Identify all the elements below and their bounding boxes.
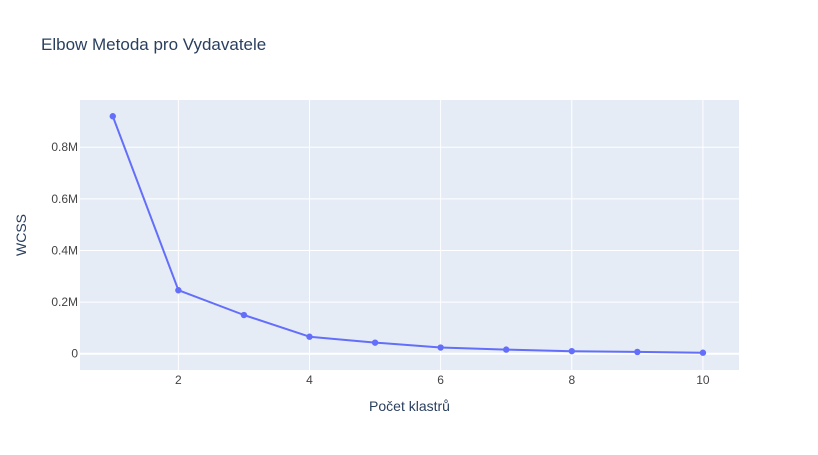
data-point[interactable] xyxy=(306,333,313,340)
points-layer xyxy=(109,113,707,356)
y-tick-label: 0.4M xyxy=(51,243,78,257)
x-axis-title: Počet klastrů xyxy=(369,398,450,414)
y-tick-label: 0.2M xyxy=(51,295,78,309)
y-tick-labels: 0 0.2M 0.4M 0.6M 0.8M xyxy=(51,140,78,361)
data-point[interactable] xyxy=(109,113,116,120)
series-layer xyxy=(111,115,703,354)
x-tick-labels: 2 4 6 8 10 xyxy=(175,373,710,387)
y-axis-title: WCSS xyxy=(13,214,29,256)
x-tick-label: 4 xyxy=(306,373,313,387)
data-point[interactable] xyxy=(437,344,444,351)
data-point[interactable] xyxy=(371,339,379,346)
series-line xyxy=(111,115,703,354)
x-gridlines xyxy=(177,100,704,370)
y-tick-label: 0.6M xyxy=(51,192,78,206)
plot-area xyxy=(80,100,739,370)
x-tick-label: 2 xyxy=(175,373,182,387)
data-point[interactable] xyxy=(634,348,641,356)
data-point[interactable] xyxy=(175,287,182,294)
data-point[interactable] xyxy=(503,346,510,353)
data-point[interactable] xyxy=(240,311,248,319)
y-tick-label: 0 xyxy=(71,347,78,361)
x-tick-label: 6 xyxy=(437,373,444,387)
x-tick-label: 10 xyxy=(696,373,710,387)
x-tick-label: 8 xyxy=(568,373,575,387)
chart-title: Elbow Metoda pro Vydavatele xyxy=(41,35,266,54)
data-point[interactable] xyxy=(699,349,707,356)
y-tick-label: 0.8M xyxy=(51,140,78,154)
data-point[interactable] xyxy=(568,347,575,355)
y-gridlines xyxy=(80,146,739,355)
